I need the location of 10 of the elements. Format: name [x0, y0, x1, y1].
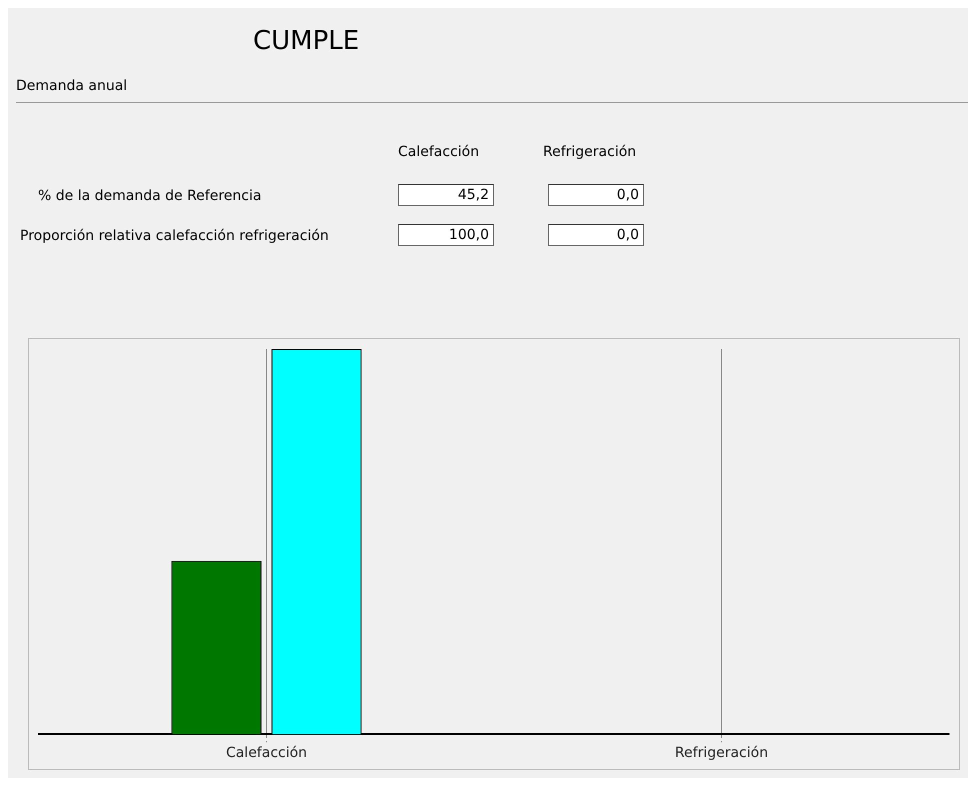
text: 0,0	[548, 224, 644, 246]
text: % de la demanda de Referencia	[38, 188, 262, 204]
chart-subtitle: Demanda anual	[16, 78, 128, 94]
text: 45,2	[398, 184, 494, 206]
text: 0,0	[548, 184, 644, 206]
text: Proporción relativa calefacción refrigeración	[20, 228, 329, 244]
text: Calefacción	[398, 144, 480, 160]
chart-title: CUMPLE	[253, 26, 360, 56]
text: 100,0	[398, 224, 494, 246]
text: Refrigeración	[543, 144, 636, 160]
